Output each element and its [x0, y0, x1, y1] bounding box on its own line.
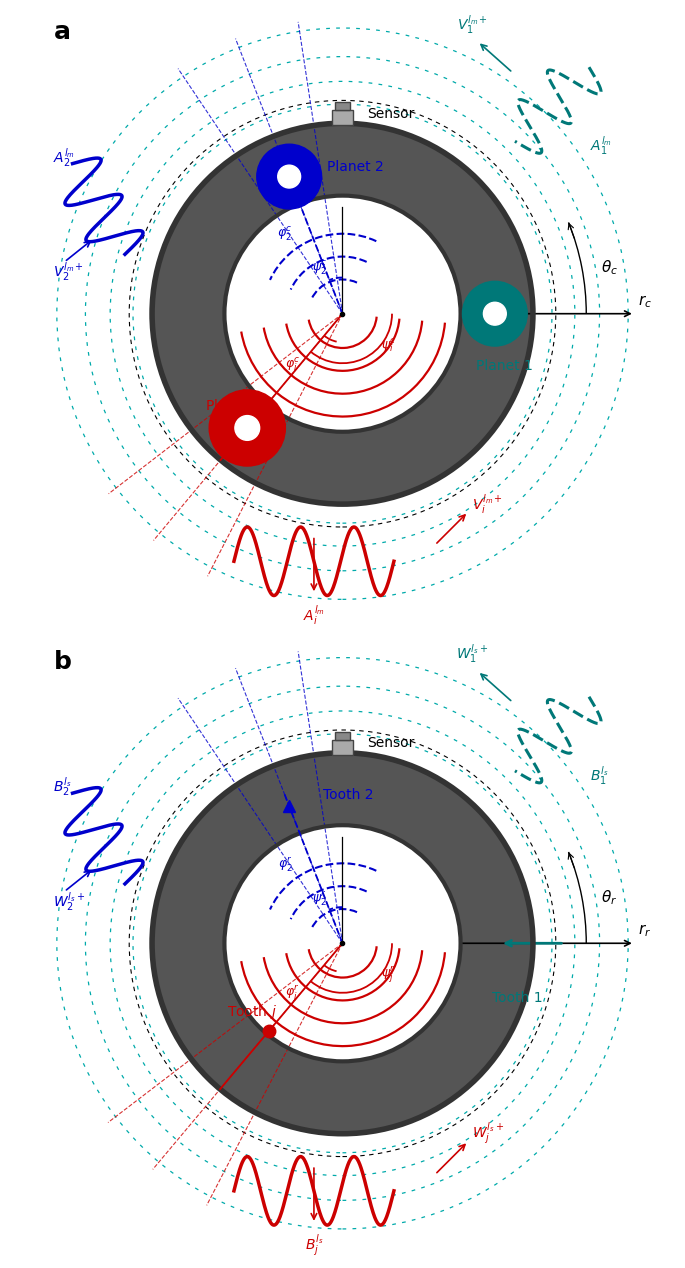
Circle shape [225, 825, 460, 1061]
Text: Planet $i$: Planet $i$ [206, 398, 259, 412]
Text: $W_1^{l_s+}$: $W_1^{l_s+}$ [456, 643, 488, 666]
Text: Sensor: Sensor [367, 737, 414, 751]
Text: $\theta_c$: $\theta_c$ [601, 259, 619, 278]
Text: $O_c$: $O_c$ [350, 327, 370, 346]
Bar [332, 739, 353, 754]
Bar [335, 732, 350, 739]
Text: $\psi_2^c$: $\psi_2^c$ [312, 260, 327, 278]
Text: $B_j^{l_s}$: $B_j^{l_s}$ [305, 1232, 323, 1258]
Text: $A_1^{l_m}$: $A_1^{l_m}$ [590, 134, 612, 157]
Text: Planet 2: Planet 2 [327, 160, 384, 174]
Text: Tooth 1: Tooth 1 [493, 990, 543, 1004]
Text: $\mathbf{a}$: $\mathbf{a}$ [53, 20, 70, 44]
Text: $O_r$: $O_r$ [350, 956, 369, 975]
Text: $V_2^{l_m+}$: $V_2^{l_m+}$ [53, 260, 84, 283]
Text: $r_r$: $r_r$ [638, 923, 651, 940]
Text: Tooth $j$: Tooth $j$ [227, 1003, 277, 1021]
Circle shape [257, 145, 321, 209]
Text: $r_c$: $r_c$ [638, 293, 651, 309]
Circle shape [152, 123, 533, 505]
Circle shape [484, 302, 506, 325]
Bar [335, 103, 350, 110]
Text: $\mathbf{b}$: $\mathbf{b}$ [53, 650, 72, 675]
Text: $W_j^{l_s+}$: $W_j^{l_s+}$ [472, 1121, 504, 1146]
Text: $A_i^{l_m}$: $A_i^{l_m}$ [303, 604, 325, 626]
Text: $\varphi_j^r$: $\varphi_j^r$ [286, 984, 300, 1004]
Text: $\varphi_2^c$: $\varphi_2^c$ [277, 226, 293, 243]
Text: Sensor: Sensor [367, 107, 414, 120]
Text: $W_2^{l_s+}$: $W_2^{l_s+}$ [53, 890, 85, 913]
Text: $B_1^{l_s}$: $B_1^{l_s}$ [590, 765, 608, 787]
Bar [332, 110, 353, 126]
Text: Tooth 2: Tooth 2 [323, 787, 374, 801]
Text: $\psi_2^r$: $\psi_2^r$ [312, 889, 327, 907]
Circle shape [225, 195, 460, 432]
Circle shape [462, 281, 527, 346]
Circle shape [277, 165, 301, 188]
Text: $V_i^{l_m+}$: $V_i^{l_m+}$ [472, 492, 503, 516]
Text: $\psi_i^c$: $\psi_i^c$ [381, 336, 396, 354]
Text: $B_2^{l_s}$: $B_2^{l_s}$ [53, 776, 71, 799]
Text: $\psi_j^r$: $\psi_j^r$ [381, 965, 395, 985]
Circle shape [235, 416, 260, 440]
Text: $V_1^{l_m+}$: $V_1^{l_m+}$ [456, 13, 488, 36]
Text: Planet 1: Planet 1 [476, 359, 533, 373]
Text: $A_2^{l_m}$: $A_2^{l_m}$ [53, 146, 75, 169]
Circle shape [209, 389, 286, 467]
Circle shape [152, 753, 533, 1134]
Text: $\theta_r$: $\theta_r$ [601, 888, 618, 907]
Text: $\varphi_2^r$: $\varphi_2^r$ [278, 855, 293, 872]
Text: $\varphi_i^c$: $\varphi_i^c$ [286, 355, 301, 373]
